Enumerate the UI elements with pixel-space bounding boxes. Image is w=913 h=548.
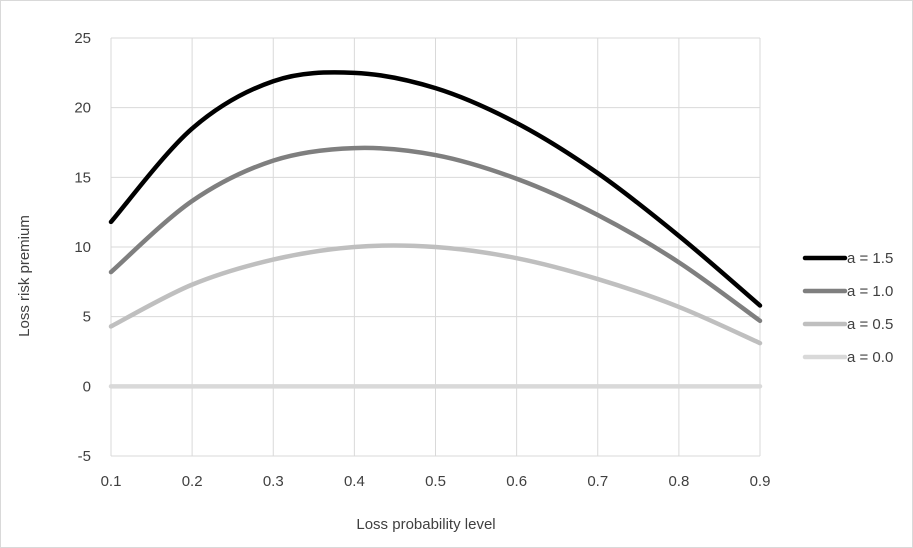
x-axis-ticks: 0.1 0.2 0.3 0.4 0.5 0.6 0.7 0.8 0.9 — [101, 473, 771, 490]
x-tick-label: 0.8 — [668, 473, 689, 490]
series-line-a05 — [108, 243, 763, 346]
series-line-a15 — [108, 70, 763, 308]
legend-item: a = 0.0 — [802, 349, 893, 366]
y-tick-label: 5 — [83, 309, 91, 326]
legend-item: a = 1.5 — [802, 250, 893, 267]
legend-label: a = 0.0 — [847, 349, 893, 366]
x-tick-label: 0.9 — [750, 473, 771, 490]
series-lines — [108, 70, 763, 389]
y-tick-label: 20 — [74, 100, 91, 117]
legend-item: a = 0.5 — [802, 316, 893, 333]
x-tick-label: 0.1 — [101, 473, 122, 490]
legend-label: a = 0.5 — [847, 316, 893, 333]
legend-label: a = 1.0 — [847, 283, 893, 300]
y-axis-ticks: -5 0 5 10 15 20 25 — [74, 30, 91, 465]
x-tick-label: 0.3 — [263, 473, 284, 490]
x-tick-label: 0.7 — [587, 473, 608, 490]
x-tick-label: 0.2 — [182, 473, 203, 490]
x-tick-label: 0.6 — [506, 473, 527, 490]
y-tick-label: -5 — [78, 448, 91, 465]
x-axis-title: Loss probability level — [356, 516, 495, 533]
x-tick-label: 0.5 — [425, 473, 446, 490]
y-tick-label: 25 — [74, 30, 91, 47]
legend-label: a = 1.5 — [847, 250, 893, 267]
legend: a = 1.5 a = 1.0 a = 0.5 a = 0.0 — [802, 250, 893, 366]
legend-item: a = 1.0 — [802, 283, 893, 300]
series-line-a10 — [108, 145, 763, 324]
y-tick-label: 0 — [83, 378, 91, 395]
y-axis-title: Loss risk premium — [16, 215, 33, 337]
x-tick-label: 0.4 — [344, 473, 365, 490]
y-tick-label: 15 — [74, 169, 91, 186]
y-tick-label: 10 — [74, 239, 91, 256]
